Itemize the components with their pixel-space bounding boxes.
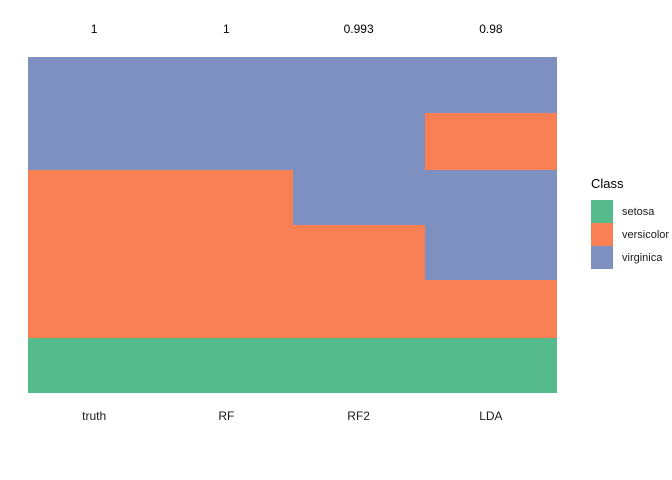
legend-swatch-versicolor (591, 223, 613, 246)
legend-item-virginica: virginica (591, 246, 669, 269)
segment-versicolor (160, 169, 293, 338)
legend: Class setosa versicolor virginica (591, 176, 669, 269)
column-RF2 (292, 57, 425, 393)
segment-setosa (160, 337, 293, 393)
legend-swatch-virginica (591, 246, 613, 269)
column-truth (28, 57, 161, 393)
legend-swatch-setosa (591, 200, 613, 223)
legend-label-versicolor: versicolor (622, 228, 670, 241)
legend-item-setosa: setosa (591, 200, 669, 223)
legend-label-virginica: virginica (622, 251, 663, 264)
segment-virginica (292, 57, 425, 225)
x-label-RF2: RF2 (347, 409, 370, 423)
segment-setosa (28, 337, 161, 393)
segment-setosa (424, 337, 557, 394)
column-LDA (424, 57, 557, 394)
segment-virginica (160, 57, 293, 170)
legend-label-setosa: setosa (622, 205, 655, 218)
plot-area (28, 57, 557, 394)
score-label-RF2: 0.993 (343, 22, 374, 36)
legend-items: setosa versicolor virginica (591, 200, 669, 269)
segment-versicolor (292, 225, 425, 338)
x-label-RF: RF (218, 409, 235, 423)
x-axis-labels: truth RF RF2 LDA (28, 409, 557, 424)
x-label-truth: truth (82, 409, 107, 423)
legend-title: Class (591, 176, 624, 191)
segment-virginica (424, 170, 557, 281)
x-label-LDA: LDA (479, 409, 503, 423)
column-RF (160, 57, 293, 393)
segment-virginica (424, 57, 557, 114)
segment-versicolor (424, 113, 557, 171)
segment-versicolor (28, 169, 161, 338)
segment-setosa (292, 337, 425, 393)
column-score-labels: 1 1 0.993 0.98 (28, 22, 557, 36)
segment-virginica (28, 57, 161, 170)
score-label-LDA: 0.98 (479, 22, 503, 36)
segment-versicolor (424, 280, 557, 338)
score-label-truth: 1 (90, 22, 98, 36)
legend-item-versicolor: versicolor (591, 223, 669, 246)
score-label-RF: 1 (223, 22, 230, 36)
